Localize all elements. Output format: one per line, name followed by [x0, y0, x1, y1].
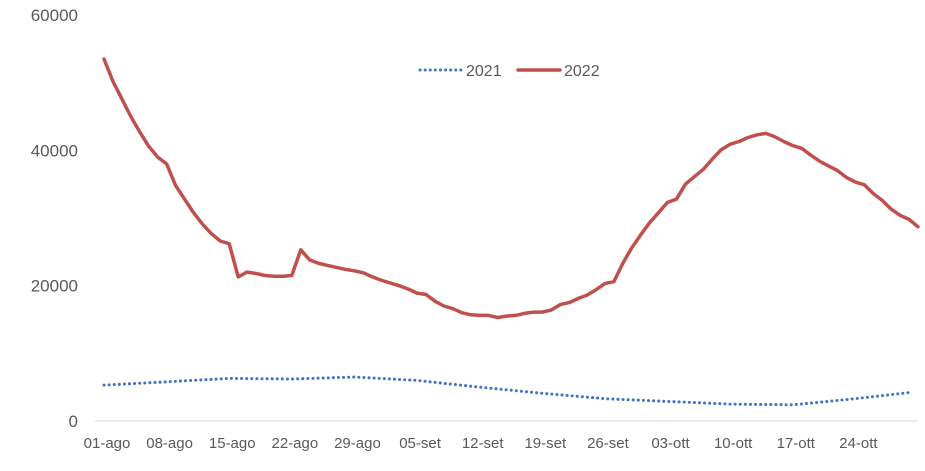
x-tick-label: 22-ago: [271, 435, 318, 452]
x-tick-label: 19-set: [524, 435, 567, 452]
legend: 2021 2022: [418, 63, 600, 80]
series-line-2022: [102, 57, 920, 320]
x-axis-ticks: 01-ago 08-ago 15-ago 22-ago 29-ago 05-set 12-s…: [84, 435, 879, 452]
x-tick-label: 12-set: [462, 435, 505, 452]
y-tick-label: 40000: [31, 141, 78, 160]
x-tick-label: 29-ago: [334, 435, 381, 452]
y-tick-label: 20000: [31, 277, 78, 296]
x-tick-label: 08-ago: [146, 435, 193, 452]
x-tick-label: 01-ago: [84, 435, 131, 452]
x-tick-label: 03-ott: [651, 435, 690, 452]
x-tick-label: 10-ott: [714, 435, 753, 452]
legend-label-2022: 2022: [564, 63, 600, 80]
x-tick-label: 26-set: [587, 435, 630, 452]
y-tick-label: 0: [69, 412, 78, 431]
x-tick-label: 05-set: [399, 435, 442, 452]
series-line-2021: [102, 375, 911, 407]
x-tick-label: 24-ott: [839, 435, 878, 452]
y-tick-label: 60000: [31, 6, 78, 25]
x-tick-label: 17-ott: [777, 435, 816, 452]
y-axis-ticks: 0 20000 40000 60000: [31, 6, 78, 431]
legend-label-2021: 2021: [466, 63, 502, 80]
series-lines: [102, 57, 920, 407]
x-tick-label: 15-ago: [209, 435, 256, 452]
